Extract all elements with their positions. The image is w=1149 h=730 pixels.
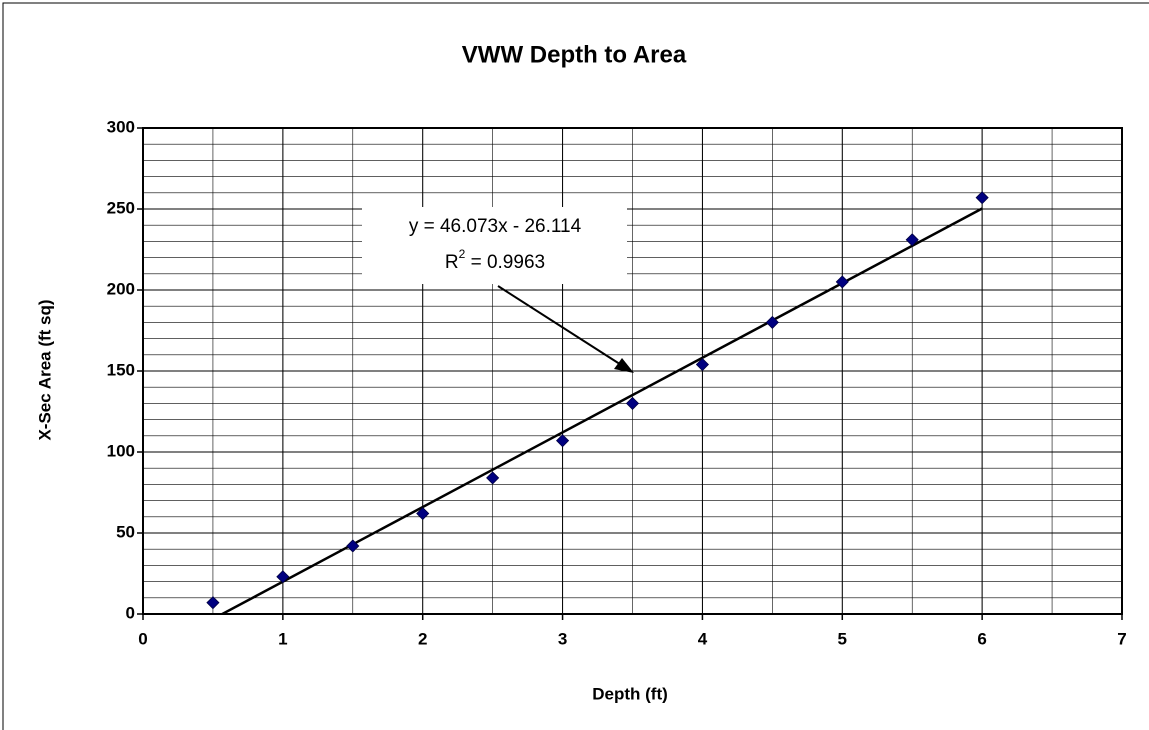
data-point bbox=[206, 596, 220, 610]
data-point bbox=[695, 357, 709, 372]
equation-label: y = 46.073x - 26.114 bbox=[409, 216, 582, 237]
data-point bbox=[556, 434, 570, 448]
data-point bbox=[346, 539, 360, 553]
x-tick-label: 5 bbox=[838, 629, 847, 648]
y-tick-label: 150 bbox=[107, 360, 135, 379]
arrow-head bbox=[614, 358, 634, 373]
data-point bbox=[765, 315, 779, 329]
y-axis-label: X-Sec Area (ft sq) bbox=[35, 299, 54, 440]
x-tick-label: 2 bbox=[418, 629, 427, 648]
x-tick-label: 1 bbox=[278, 629, 287, 648]
y-tick-label: 50 bbox=[116, 522, 135, 541]
r-sup: 2 bbox=[459, 247, 466, 261]
data-point bbox=[416, 506, 430, 521]
annotation-box bbox=[362, 207, 627, 284]
annotation-arrow bbox=[497, 285, 627, 369]
trendline bbox=[219, 207, 983, 614]
y-tick-label: 0 bbox=[126, 603, 135, 622]
y-tick-label: 300 bbox=[107, 117, 135, 136]
marks bbox=[206, 191, 989, 614]
r-squared-label: R2 = 0.9963 bbox=[445, 247, 545, 273]
data-point bbox=[486, 471, 500, 485]
data-point bbox=[905, 233, 919, 247]
r-rest: = 0.9963 bbox=[465, 252, 545, 273]
x-tick-label: 4 bbox=[698, 629, 708, 648]
data-point bbox=[975, 191, 989, 205]
y-tick-label: 200 bbox=[107, 279, 135, 298]
x-tick-label: 7 bbox=[1117, 629, 1126, 648]
y-tick-label: 100 bbox=[107, 441, 135, 460]
data-point bbox=[625, 396, 640, 410]
data-point bbox=[276, 570, 290, 584]
y-tick-label: 250 bbox=[107, 198, 135, 217]
r-base: R bbox=[445, 252, 459, 273]
x-tick-label: 0 bbox=[138, 629, 147, 648]
x-tick-label: 6 bbox=[977, 629, 986, 648]
x-axis-label: Depth (ft) bbox=[592, 684, 668, 703]
data-point bbox=[835, 275, 849, 289]
chart-title: VWW Depth to Area bbox=[462, 41, 687, 68]
x-tick-label: 3 bbox=[558, 629, 567, 648]
